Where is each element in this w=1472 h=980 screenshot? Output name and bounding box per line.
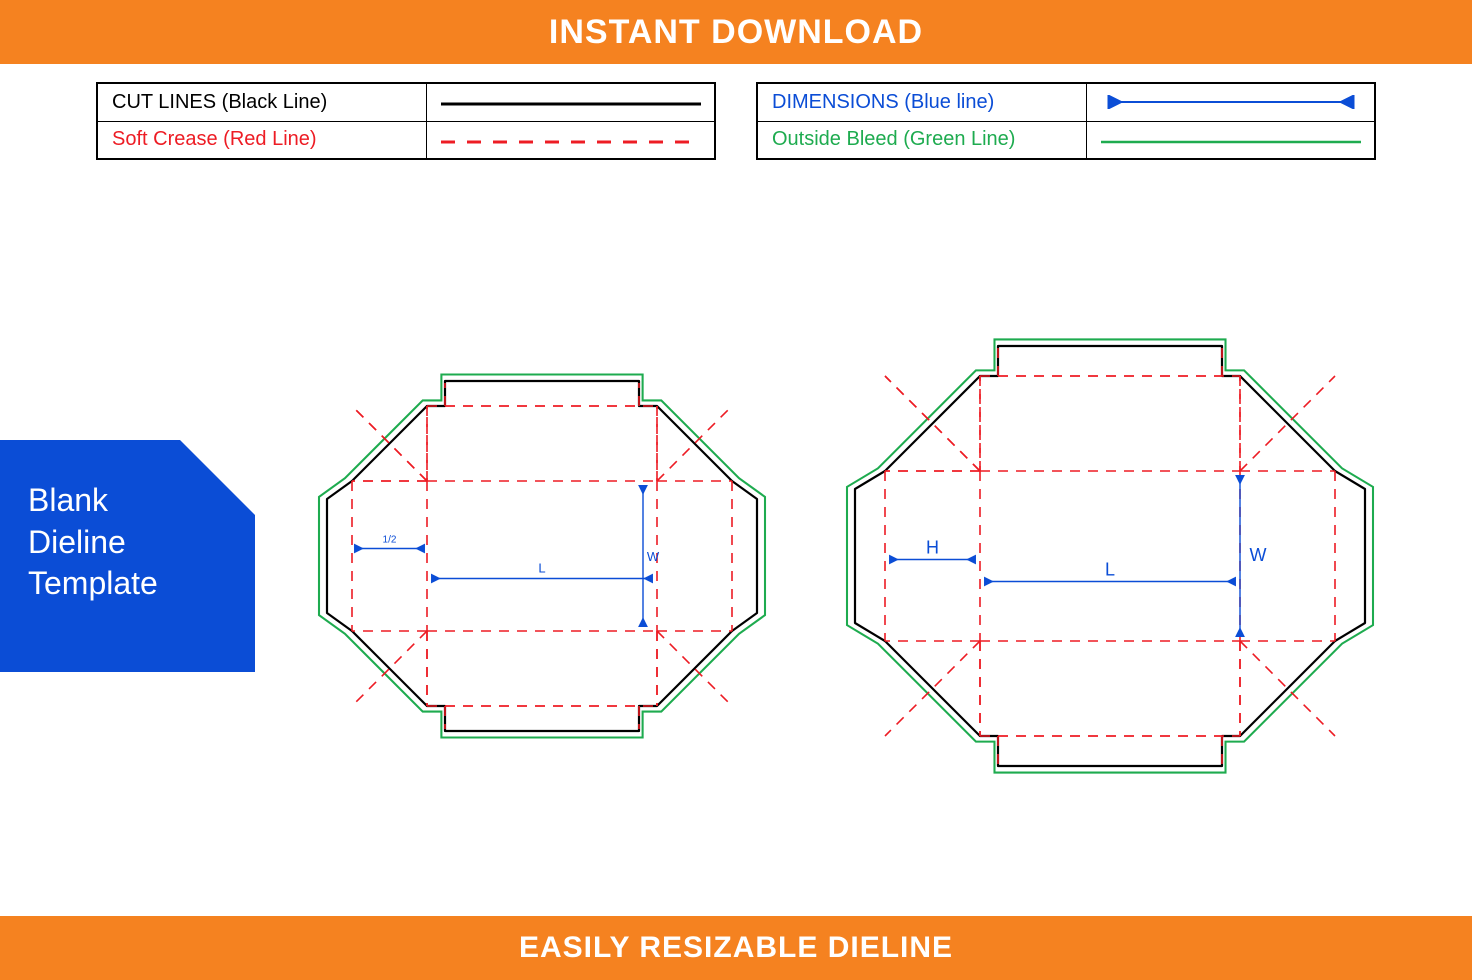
legend-cut-sample bbox=[426, 83, 715, 121]
blue-tag-line2: Dieline bbox=[28, 522, 255, 564]
legend-right: DIMENSIONS (Blue line) Outside Bleed (Gr… bbox=[756, 82, 1376, 160]
blue-tag-line1: Blank bbox=[28, 480, 255, 522]
svg-text:L: L bbox=[538, 561, 545, 576]
svg-text:L: L bbox=[1105, 560, 1115, 580]
svg-text:1/2: 1/2 bbox=[383, 535, 397, 546]
blue-tag-line3: Template bbox=[28, 563, 255, 605]
svg-text:W: W bbox=[1250, 545, 1267, 565]
main-area: Blank Dieline Template L W 1/2 L W H bbox=[0, 160, 1472, 940]
dieline-right: L W H bbox=[800, 276, 1420, 836]
blue-tag: Blank Dieline Template bbox=[0, 440, 255, 672]
legend-crease-sample bbox=[426, 121, 715, 159]
dashed-line-icon bbox=[441, 140, 741, 144]
legend-dim-label: DIMENSIONS (Blue line) bbox=[757, 83, 1086, 121]
bottom-banner: EASILY RESIZABLE DIELINE bbox=[0, 916, 1472, 980]
green-line-icon bbox=[1101, 140, 1401, 144]
legend-left: CUT LINES (Black Line) Soft Crease (Red … bbox=[96, 82, 716, 160]
legend-dim-sample bbox=[1086, 83, 1375, 121]
legend-cut-label: CUT LINES (Black Line) bbox=[97, 83, 426, 121]
svg-text:H: H bbox=[926, 538, 939, 558]
legend-crease-label: Soft Crease (Red Line) bbox=[97, 121, 426, 159]
legend-bleed-label: Outside Bleed (Green Line) bbox=[757, 121, 1086, 159]
arrow-line-icon bbox=[1101, 95, 1401, 109]
solid-line-icon bbox=[441, 102, 741, 106]
top-banner: INSTANT DOWNLOAD bbox=[0, 0, 1472, 64]
legend: CUT LINES (Black Line) Soft Crease (Red … bbox=[0, 82, 1472, 160]
legend-bleed-sample bbox=[1086, 121, 1375, 159]
svg-text:W: W bbox=[647, 549, 660, 564]
dieline-left: L W 1/2 bbox=[282, 286, 802, 826]
